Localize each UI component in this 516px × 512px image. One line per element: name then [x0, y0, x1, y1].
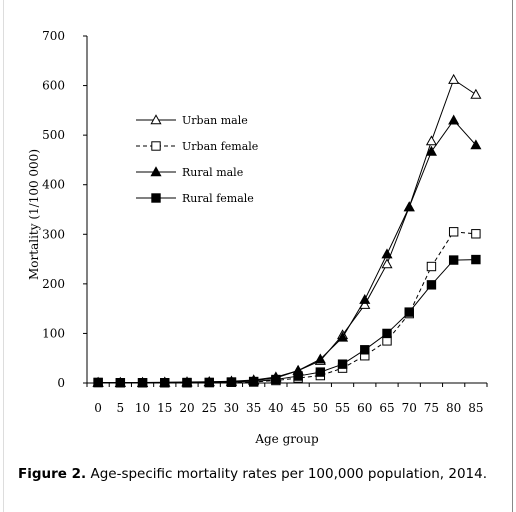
frame-left-border [3, 0, 4, 512]
legend-label: Rural male [182, 166, 243, 179]
x-tick-label: 85 [468, 401, 483, 415]
data-point [160, 378, 170, 388]
x-tick-label: 55 [335, 401, 350, 415]
legend-marker [151, 141, 161, 151]
data-point [448, 73, 460, 84]
series-rural-male [92, 114, 482, 387]
y-tick-label: 300 [42, 227, 65, 241]
legend: Urban male Urban female Rural male Rural fe… [136, 114, 258, 205]
data-point [337, 359, 348, 369]
axes: 0 100 200 300 400 500 600 700 0 5 10 15 20 25 30 35 40 45… [42, 29, 488, 415]
x-tick-label: 15 [157, 401, 172, 415]
data-point [204, 377, 214, 388]
x-tick-label: 65 [379, 401, 394, 415]
series-line [98, 78, 477, 384]
data-point [382, 328, 392, 339]
x-tick-label: 0 [94, 401, 102, 415]
legend-marker [150, 114, 162, 125]
series-line [98, 231, 476, 384]
y-tick-label: 400 [42, 178, 65, 192]
data-point [93, 377, 103, 388]
data-point [404, 307, 414, 317]
data-point [448, 114, 460, 125]
x-tick-label: 20 [179, 401, 194, 415]
data-point [425, 145, 437, 156]
data-point [360, 345, 370, 355]
x-tick-label: 80 [446, 401, 461, 415]
figure-caption-text: Age-specific mortality rates per 100,000… [90, 466, 487, 482]
x-tick-label: 60 [357, 401, 372, 415]
x-tick-label: 70 [402, 401, 417, 415]
x-tick-label: 30 [224, 401, 239, 415]
data-point [337, 331, 349, 342]
x-tick-label: 35 [246, 401, 261, 415]
data-point [315, 367, 326, 377]
data-point [381, 258, 393, 269]
x-axis-title: Age group [254, 432, 319, 446]
series-layer [92, 73, 482, 388]
data-point [182, 377, 192, 388]
legend-entry: Rural male [136, 166, 243, 179]
x-tick-label: 75 [424, 401, 439, 415]
x-tick-label: 40 [268, 401, 283, 415]
y-tick-label: 700 [42, 29, 65, 43]
data-point [403, 201, 415, 212]
y-axis-title: Mortality (1/100 000) [27, 149, 41, 280]
legend-entry: Rural female [136, 192, 254, 205]
series-line [98, 259, 476, 384]
series-urban-male [92, 73, 482, 387]
data-point [470, 139, 482, 150]
legend-label: Urban female [182, 140, 258, 153]
data-point [426, 261, 437, 272]
x-tick-label: 5 [117, 401, 125, 415]
legend-entry: Urban female [136, 140, 258, 153]
x-tick-label: 45 [290, 401, 305, 415]
mortality-line-chart: 0 100 200 300 400 500 600 700 0 5 10 15 20 25 30 35 40 45… [27, 29, 488, 446]
y-tick-label: 500 [42, 128, 65, 142]
legend-marker [150, 166, 162, 177]
data-point [381, 248, 393, 259]
data-point [448, 227, 459, 237]
data-point [248, 376, 259, 387]
data-point [359, 293, 371, 304]
data-point [271, 374, 281, 385]
data-point [471, 254, 481, 265]
y-tick-label: 200 [42, 277, 65, 291]
legend-label: Urban male [182, 114, 248, 127]
legend-entry: Urban male [136, 114, 248, 127]
data-point [137, 378, 148, 388]
figure-label: Figure 2. [18, 466, 87, 482]
y-tick-label: 600 [42, 79, 65, 93]
y-tick-label: 0 [57, 376, 65, 390]
data-point [293, 371, 303, 381]
data-point [470, 88, 482, 99]
legend-marker [151, 193, 161, 203]
data-point [471, 229, 481, 239]
x-tick-label: 25 [202, 401, 217, 415]
series-rural-female [93, 254, 481, 388]
series-line [98, 119, 477, 384]
series-urban-female [93, 227, 481, 388]
data-point [448, 255, 459, 265]
x-tick-label: 50 [313, 401, 328, 415]
figure-caption: Figure 2. Age-specific mortality rates p… [18, 466, 500, 483]
legend-label: Rural female [182, 192, 254, 205]
data-point [426, 280, 437, 290]
data-point [314, 353, 326, 364]
data-point [425, 135, 437, 146]
y-tick-label: 100 [42, 326, 65, 340]
frame-right-border [512, 0, 513, 512]
x-tick-label: 10 [135, 401, 150, 415]
data-point [115, 378, 126, 388]
data-point [226, 377, 237, 387]
